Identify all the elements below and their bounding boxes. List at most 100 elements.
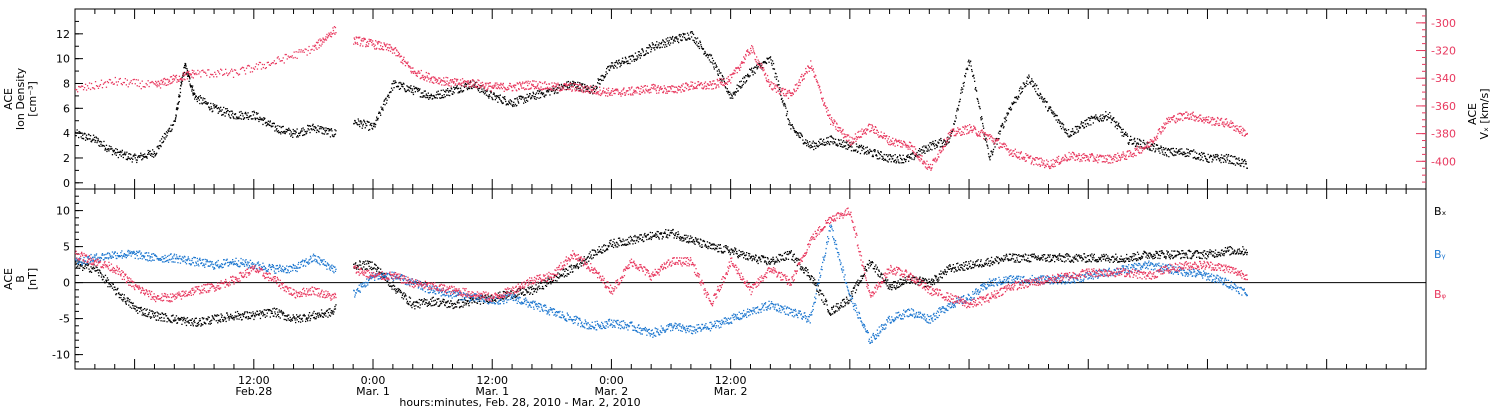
velocity-series-point [494, 82, 496, 84]
velocity-series-point [1233, 129, 1236, 131]
density-series-point [999, 130, 1002, 132]
density-series-point [1010, 108, 1013, 110]
velocity-series-point [831, 117, 833, 119]
velocity-series-point [1056, 160, 1058, 162]
density-series-point [416, 87, 418, 89]
velocity-series-point [887, 138, 889, 140]
density-series-point [693, 40, 695, 42]
density-series-point [166, 135, 168, 137]
density-series-point [849, 145, 852, 148]
density-series-point [1174, 154, 1176, 156]
velocity-series-point [671, 85, 673, 87]
density-series-point [180, 82, 183, 84]
velocity-series-point [474, 86, 477, 89]
density-series-point [1019, 93, 1021, 95]
density-series-point [408, 90, 411, 92]
density-series-point [997, 132, 1000, 134]
density-series-point [716, 66, 718, 68]
velocity-series-point [378, 40, 380, 43]
density-series-point [617, 63, 619, 65]
density-series-point [149, 150, 151, 152]
velocity-series-point [905, 146, 907, 148]
velocity-series-point [1189, 118, 1191, 120]
velocity-series-point [1229, 126, 1232, 128]
velocity-series-point [315, 47, 317, 49]
density-series-point [382, 109, 384, 111]
velocity-series-point [521, 83, 523, 85]
density-series-point [1107, 116, 1109, 118]
velocity-series-point [558, 90, 561, 92]
density-series-point [747, 73, 749, 75]
density-series-point [813, 148, 815, 151]
density-series-point [507, 103, 509, 105]
field-series-0-point [97, 269, 99, 271]
velocity-series-point [757, 59, 759, 61]
density-series-point [1088, 117, 1090, 119]
density-series-point [1130, 135, 1132, 138]
velocity-series-point [1141, 150, 1144, 152]
density-series-point [363, 119, 365, 121]
density-series-point [594, 90, 596, 93]
velocity-series-point [156, 82, 158, 84]
velocity-series-point [258, 61, 261, 64]
field-series-0-point [131, 307, 133, 309]
density-series-point [398, 88, 401, 90]
field-series-0-point [193, 320, 195, 323]
density-series-point [530, 98, 532, 100]
velocity-series-point [897, 140, 899, 142]
velocity-series-point [1232, 122, 1234, 124]
field-series-0-point [234, 311, 237, 313]
velocity-series-point [930, 169, 932, 171]
density-series-point [179, 91, 182, 94]
density-series-point [294, 133, 296, 135]
velocity-series-point [1107, 162, 1109, 164]
density-series-point [403, 83, 405, 85]
velocity-series-point [900, 146, 902, 148]
density-series-point [616, 62, 619, 64]
density-series-point [665, 44, 667, 46]
velocity-series-point [942, 149, 944, 151]
density-series-point [380, 114, 382, 116]
velocity-series-point [321, 41, 324, 43]
velocity-series-point [578, 90, 580, 92]
density-series-point [535, 98, 537, 100]
density-series-point [498, 95, 500, 97]
velocity-series-point [648, 92, 650, 94]
density-series-point [846, 141, 848, 143]
velocity-series-point [429, 81, 431, 83]
density-series-point [1177, 151, 1179, 153]
density-series-point [1082, 125, 1084, 127]
density-series-point [723, 77, 725, 80]
velocity-series-point [591, 88, 593, 91]
density-series-point [1226, 159, 1229, 161]
density-series-point [1161, 149, 1163, 151]
velocity-series-point [592, 92, 594, 94]
velocity-series-point [586, 85, 588, 87]
density-series-point [144, 153, 146, 155]
field-series-0-point [245, 316, 248, 318]
density-series-point [711, 61, 713, 64]
velocity-series-point [1017, 157, 1019, 159]
velocity-series-point [615, 89, 617, 92]
density-series-point [514, 103, 516, 105]
density-series-point [467, 87, 470, 89]
velocity-series-point [1162, 126, 1165, 128]
velocity-series-point [1074, 159, 1077, 161]
density-series-point [637, 51, 640, 53]
velocity-series-point [607, 87, 610, 89]
velocity-series-point [213, 76, 215, 78]
density-series-point [178, 96, 181, 98]
field-series-0-point [192, 323, 194, 325]
density-series-point [79, 131, 81, 133]
velocity-series-point [1205, 118, 1207, 121]
density-series-point [887, 155, 889, 158]
velocity-series-point [738, 68, 740, 70]
density-series-point [296, 128, 298, 130]
velocity-series-point [1086, 155, 1088, 157]
density-series-point [830, 135, 832, 137]
density-series-point [297, 136, 299, 138]
velocity-series-point [704, 85, 706, 87]
velocity-series-point [803, 78, 805, 80]
velocity-series-point [847, 134, 850, 136]
density-series-point [627, 60, 629, 62]
